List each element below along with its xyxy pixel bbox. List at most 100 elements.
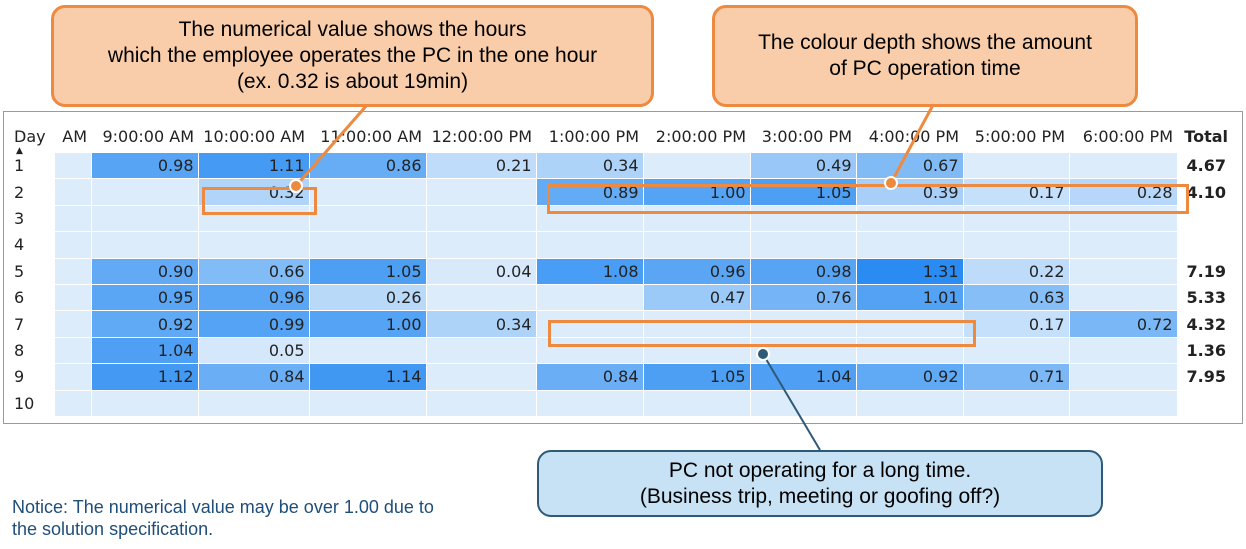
value-cell[interactable]: 1.00 xyxy=(642,178,751,206)
column-header[interactable]: 3:00:00 PM xyxy=(750,120,856,153)
value-cell[interactable] xyxy=(425,204,537,233)
value-cell[interactable]: 0.21 xyxy=(425,151,537,180)
column-header[interactable]: 12:00:00 PM xyxy=(426,120,536,153)
column-header[interactable]: 1:00:00 PM xyxy=(536,120,643,153)
value-cell[interactable] xyxy=(1068,336,1178,365)
value-cell[interactable] xyxy=(197,389,310,417)
value-cell[interactable] xyxy=(1068,231,1178,259)
table-row[interactable]: 6 0.95 0.96 0.26 0.47 0.76 1.01 0.63 5.33 xyxy=(10,283,1232,312)
table-row[interactable]: 10 xyxy=(10,389,1232,417)
value-cell[interactable] xyxy=(962,336,1070,365)
value-cell[interactable]: 0.22 xyxy=(962,257,1070,285)
value-cell[interactable] xyxy=(642,336,751,365)
value-cell[interactable] xyxy=(53,336,92,365)
column-header[interactable]: 6:00:00 PM xyxy=(1069,120,1177,153)
value-cell[interactable]: 0.95 xyxy=(90,283,199,312)
value-cell[interactable]: 1.05 xyxy=(642,363,751,391)
value-cell[interactable]: 1.05 xyxy=(308,257,427,285)
value-cell[interactable]: 0.90 xyxy=(90,257,199,285)
value-cell[interactable]: 1.04 xyxy=(90,336,199,365)
value-cell[interactable] xyxy=(53,178,92,206)
value-cell[interactable] xyxy=(197,231,310,259)
value-cell[interactable] xyxy=(425,178,537,206)
value-cell[interactable] xyxy=(535,389,644,417)
value-cell[interactable] xyxy=(90,231,199,259)
column-header[interactable]: 11:00:00 AM xyxy=(309,120,426,153)
value-cell[interactable] xyxy=(642,310,751,338)
value-cell[interactable]: 1.11 xyxy=(197,151,310,180)
value-cell[interactable] xyxy=(197,204,310,233)
value-cell[interactable]: 0.84 xyxy=(535,363,644,391)
sort-arrow-icon[interactable]: ▲ xyxy=(16,146,23,156)
value-cell[interactable]: 1.31 xyxy=(855,257,964,285)
value-cell[interactable] xyxy=(855,310,964,338)
value-cell[interactable]: 0.96 xyxy=(642,257,751,285)
value-cell[interactable]: 0.34 xyxy=(425,310,537,338)
value-cell[interactable] xyxy=(1068,363,1178,391)
value-cell[interactable] xyxy=(425,336,537,365)
value-cell[interactable] xyxy=(308,204,427,233)
value-cell[interactable] xyxy=(962,204,1070,233)
value-cell[interactable] xyxy=(962,231,1070,259)
value-cell[interactable] xyxy=(90,178,199,206)
value-cell[interactable] xyxy=(1068,389,1178,417)
value-cell[interactable]: 1.14 xyxy=(308,363,427,391)
value-cell[interactable] xyxy=(855,204,964,233)
value-cell[interactable] xyxy=(535,283,644,312)
value-cell[interactable] xyxy=(962,389,1070,417)
value-cell[interactable] xyxy=(535,231,644,259)
value-cell[interactable] xyxy=(308,178,427,206)
value-cell[interactable] xyxy=(53,151,92,180)
value-cell[interactable]: 0.34 xyxy=(535,151,644,180)
value-cell[interactable] xyxy=(962,151,1070,180)
value-cell[interactable]: 0.92 xyxy=(855,363,964,391)
value-cell[interactable]: 1.04 xyxy=(749,363,857,391)
value-cell[interactable]: 0.67 xyxy=(855,151,964,180)
column-header[interactable]: Total xyxy=(1177,120,1232,153)
column-header[interactable]: 9:00:00 AM xyxy=(91,120,198,153)
value-cell[interactable] xyxy=(749,389,857,417)
value-cell[interactable]: 0.17 xyxy=(962,310,1070,338)
value-cell[interactable]: 1.01 xyxy=(855,283,964,312)
value-cell[interactable] xyxy=(53,204,92,233)
value-cell[interactable]: 0.98 xyxy=(749,257,857,285)
value-cell[interactable]: 0.99 xyxy=(197,310,310,338)
value-cell[interactable]: 0.63 xyxy=(962,283,1070,312)
table-row[interactable]: 4 xyxy=(10,231,1232,259)
value-cell[interactable] xyxy=(308,231,427,259)
value-cell[interactable]: 0.89 xyxy=(535,178,644,206)
value-cell[interactable] xyxy=(535,310,644,338)
value-cell[interactable]: 1.12 xyxy=(90,363,199,391)
column-header[interactable]: Day ▲ xyxy=(10,120,54,156)
value-cell[interactable] xyxy=(855,336,964,365)
value-cell[interactable] xyxy=(90,389,199,417)
value-cell[interactable] xyxy=(53,310,92,338)
value-cell[interactable] xyxy=(53,231,92,259)
value-cell[interactable]: 0.96 xyxy=(197,283,310,312)
value-cell[interactable]: 1.08 xyxy=(535,257,644,285)
value-cell[interactable] xyxy=(1068,151,1178,180)
value-cell[interactable] xyxy=(308,336,427,365)
value-cell[interactable] xyxy=(1068,257,1178,285)
value-cell[interactable]: 0.92 xyxy=(90,310,199,338)
table-row[interactable]: 3 xyxy=(10,204,1232,233)
value-cell[interactable] xyxy=(53,363,92,391)
value-cell[interactable]: 0.17 xyxy=(962,178,1070,206)
value-cell[interactable] xyxy=(90,204,199,233)
value-cell[interactable]: 0.26 xyxy=(308,283,427,312)
value-cell[interactable] xyxy=(1068,283,1178,312)
column-header[interactable]: 10:00:00 AM xyxy=(198,120,309,153)
column-header[interactable]: AM xyxy=(54,120,91,153)
value-cell[interactable]: 0.49 xyxy=(749,151,857,180)
column-header[interactable]: 4:00:00 PM xyxy=(856,120,963,153)
value-cell[interactable] xyxy=(535,336,644,365)
value-cell[interactable] xyxy=(53,283,92,312)
table-row[interactable]: 9 1.12 0.84 1.14 0.84 1.05 1.04 0.92 0.71 7.95 xyxy=(10,363,1232,391)
value-cell[interactable] xyxy=(425,231,537,259)
value-cell[interactable]: 0.66 xyxy=(197,257,310,285)
value-cell[interactable]: 0.84 xyxy=(197,363,310,391)
value-cell[interactable] xyxy=(642,231,751,259)
value-cell[interactable]: 0.86 xyxy=(308,151,427,180)
table-row[interactable]: 5 0.90 0.66 1.05 0.04 1.08 0.96 0.98 1.31 0.22 7.1… xyxy=(10,257,1232,285)
value-cell[interactable]: 0.28 xyxy=(1068,178,1178,206)
